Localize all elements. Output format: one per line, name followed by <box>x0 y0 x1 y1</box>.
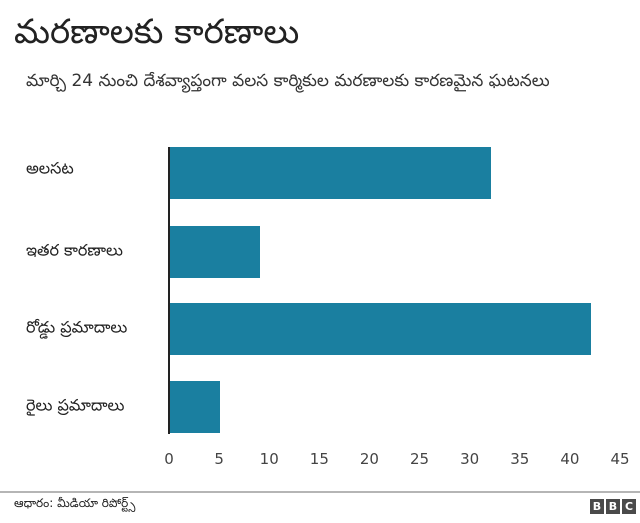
bar-chart: అలసట ఇతర కారణాలు రోడ్డు ప్రమాదాలు రైలు ప… <box>26 147 630 468</box>
logo-letter: C <box>622 499 636 514</box>
chart-subtitle: మార్చి 24 నుంచి దేశవ్యాప్తంగా వలస కార్మి… <box>26 71 550 91</box>
x-tick-label: 0 <box>164 450 174 468</box>
x-tick-label: 45 <box>610 450 630 468</box>
bar-fatigue <box>170 147 491 199</box>
y-axis-line <box>168 147 170 434</box>
chart-title: మరణాలకు కారణాలు <box>14 12 300 52</box>
category-label: రైలు ప్రమాదాలు <box>26 395 125 415</box>
category-label: ఇతర కారణాలు <box>26 240 123 260</box>
bar-rail-accidents <box>170 381 221 433</box>
source-note: ఆధారం: మీడియా రిపోర్ట్స్ <box>14 496 136 510</box>
category-label: అలసట <box>26 158 74 178</box>
bar-other-causes <box>170 226 261 278</box>
x-tick-label: 35 <box>510 450 530 468</box>
x-tick-label: 5 <box>214 450 224 468</box>
x-tick-label: 30 <box>460 450 480 468</box>
logo-letter: B <box>606 499 620 514</box>
logo-letter: B <box>590 499 604 514</box>
x-tick-label: 25 <box>410 450 430 468</box>
x-tick-label: 10 <box>259 450 279 468</box>
x-tick-label: 15 <box>309 450 329 468</box>
footer-divider <box>0 491 640 493</box>
x-tick-label: 20 <box>359 450 379 468</box>
bbc-logo: B B C <box>590 499 636 514</box>
bar-road-accidents <box>170 303 591 355</box>
category-label: రోడ్డు ప్రమాదాలు <box>26 317 128 337</box>
x-tick-label: 40 <box>560 450 580 468</box>
